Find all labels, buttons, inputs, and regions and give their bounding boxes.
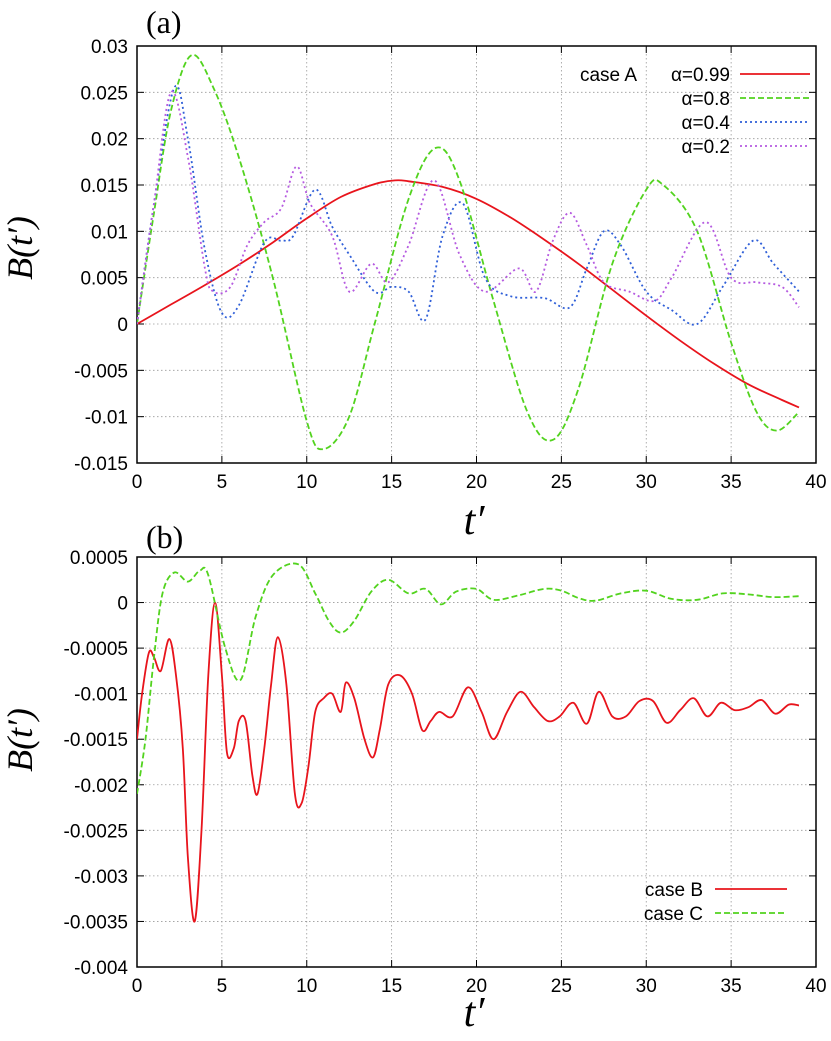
legend-group-label: case A	[580, 65, 637, 86]
x-tick-label: 40	[805, 472, 826, 493]
y-ticks-b: 0.0005 0 -0.0005 -0.001 -0.0015 -0.002 -0.0025…	[64, 548, 816, 979]
x-tick-label: 10	[296, 472, 317, 493]
legend-a: α=0.99 α=0.8 α=0.4 α=0.2 case A	[580, 65, 810, 158]
y-tick-label: 0.0005	[70, 548, 128, 569]
x-tick-label: 40	[805, 976, 826, 997]
series-line-2	[137, 53, 800, 451]
panel-label-a: (a)	[146, 4, 182, 40]
x-tick-label: 20	[466, 472, 487, 493]
x-ticks-a: 0 5 10 15 20 25 30 35 40	[132, 46, 827, 493]
x-tick-label: 15	[381, 472, 402, 493]
legend-entry-label: α=0.4	[682, 113, 731, 134]
legend-entry-label: α=0.2	[682, 137, 731, 158]
x-tick-label: 35	[721, 472, 742, 493]
y-tick-label: -0.004	[74, 958, 128, 979]
legend-entry-label: case B	[645, 880, 703, 901]
x-tick-label: 0	[132, 472, 143, 493]
series-line-4	[137, 90, 800, 325]
series-line-3	[137, 84, 800, 326]
y-ticks-a: 0.03 0.025 0.02 0.015 0.01 0.005 0 -0.005 -0.01 -…	[74, 37, 816, 475]
y-tick-label: -0.005	[74, 361, 128, 382]
y-axis-label-a: B(t′)	[0, 216, 40, 280]
x-tick-label: 35	[721, 976, 742, 997]
panel-a: 0.03 0.025 0.02 0.015 0.01 0.005 0 -0.005 -0.01 -…	[0, 4, 827, 544]
y-tick-label: 0	[117, 315, 128, 336]
grid-a	[137, 46, 816, 463]
x-tick-label: 0	[132, 976, 143, 997]
y-tick-label: -0.002	[74, 776, 128, 797]
x-tick-label: 15	[381, 976, 402, 997]
x-tick-label: 5	[217, 976, 228, 997]
y-tick-label: 0.03	[91, 37, 128, 58]
legend-entry-label: α=0.8	[682, 89, 731, 110]
panel-b: 0.0005 0 -0.0005 -0.001 -0.0015 -0.002 -0.0025…	[0, 519, 827, 1036]
y-tick-label: 0.01	[91, 222, 128, 243]
grid-b	[137, 557, 816, 967]
y-tick-label: -0.015	[74, 454, 128, 475]
y-tick-label: 0.005	[80, 269, 128, 290]
y-tick-label: -0.003	[74, 867, 128, 888]
y-tick-label: 0.025	[80, 83, 128, 104]
series-a	[137, 53, 800, 451]
x-tick-label: 5	[217, 472, 228, 493]
x-tick-label: 30	[636, 976, 657, 997]
x-tick-label: 25	[551, 472, 572, 493]
x-axis-label-a: t′	[464, 498, 486, 544]
x-tick-label: 25	[551, 976, 572, 997]
legend-entry-label: case C	[644, 904, 703, 925]
series-line-1	[137, 601, 800, 923]
legend-b: case B case C	[644, 880, 787, 925]
y-tick-label: 0.015	[80, 176, 128, 197]
y-tick-label: -0.01	[85, 408, 128, 429]
y-tick-label: -0.001	[74, 685, 128, 706]
y-tick-label: -0.0005	[64, 639, 128, 660]
legend-entry-label: α=0.99	[671, 65, 730, 86]
series-line-2	[137, 562, 800, 795]
x-axis-label-b: t′	[464, 990, 486, 1036]
x-tick-label: 20	[466, 976, 487, 997]
y-tick-label: -0.0015	[64, 730, 128, 751]
y-tick-label: -0.0025	[64, 821, 128, 842]
x-ticks-b: 0 5 10 15 20 25 30 35 40	[132, 557, 827, 997]
y-tick-label: 0	[117, 594, 128, 615]
x-tick-label: 30	[636, 472, 657, 493]
series-b	[137, 562, 800, 923]
y-tick-label: -0.0035	[64, 912, 128, 933]
panel-label-b: (b)	[146, 519, 183, 555]
y-tick-label: 0.02	[91, 130, 128, 151]
y-axis-label-b: B(t′)	[0, 708, 40, 772]
x-tick-label: 10	[296, 976, 317, 997]
series-line-1	[137, 179, 800, 409]
